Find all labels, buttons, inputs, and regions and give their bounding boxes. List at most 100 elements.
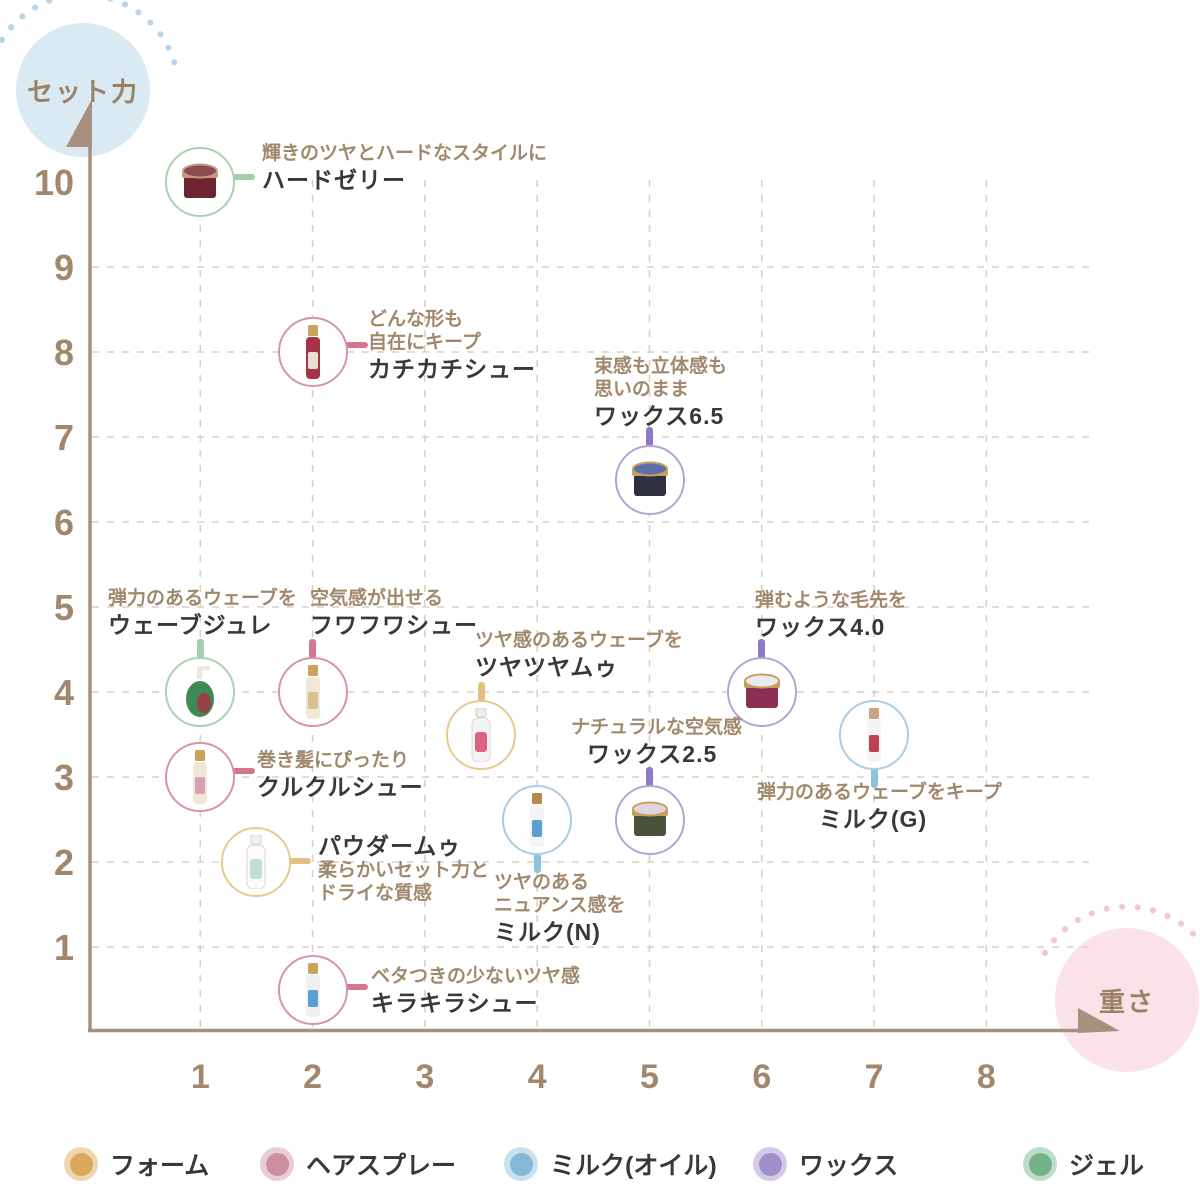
product-description: ドライな質感	[318, 883, 433, 904]
legend-item-gel: ジェル	[1023, 1146, 1144, 1182]
legend-dot-icon	[64, 1147, 98, 1181]
product-description: 自在にキープ	[368, 332, 481, 353]
connector-line	[288, 858, 312, 864]
product-description: ナチュラルな空気感	[571, 717, 743, 738]
product-marker-foam[interactable]	[221, 827, 292, 897]
product-marker-spray[interactable]	[165, 742, 236, 812]
product-marker-milk[interactable]	[502, 784, 573, 855]
product-name: ツヤツヤムゥ	[475, 654, 619, 680]
connector-line	[870, 767, 878, 788]
product-photo-icon	[867, 707, 882, 762]
legend-label: ジェル	[1069, 1152, 1145, 1180]
product-marker-wax[interactable]	[614, 784, 685, 855]
connector-line	[477, 681, 485, 702]
legend-label: ミルク(オイル)	[550, 1152, 717, 1180]
legend-item-foam: フォーム	[64, 1146, 209, 1182]
connector-line	[309, 639, 317, 659]
product-photo-icon	[305, 325, 320, 379]
legend-dot-icon	[260, 1147, 294, 1181]
product-photo-icon	[631, 801, 668, 836]
x-tick-2: 2	[303, 1058, 323, 1096]
product-marker-gel[interactable]	[165, 657, 236, 727]
connector-line	[232, 174, 256, 180]
legend-dot-icon	[504, 1147, 538, 1181]
product-name: クルクルシュー	[257, 774, 424, 800]
y-tick-2: 2	[53, 842, 74, 883]
product-marker-foam[interactable]	[446, 699, 517, 770]
product-description: 空気感が出せる	[310, 588, 444, 609]
connector-line	[533, 852, 541, 873]
product-label: ナチュラルな空気感ワックス2.5	[571, 716, 742, 767]
product-label: 輝きのツヤとハードなスタイルにハードゼリー	[262, 142, 547, 193]
product-marker-wax[interactable]	[614, 444, 685, 515]
y-tick-4: 4	[53, 672, 74, 713]
product-description: どんな形も	[368, 309, 464, 330]
y-tick-7: 7	[53, 417, 74, 458]
x-tick-6: 6	[752, 1058, 772, 1096]
product-label: ツヤのある ニュアンス感を ミルク(N)	[494, 871, 625, 945]
product-photo-icon	[530, 792, 545, 847]
y-tick-3: 3	[53, 757, 74, 798]
legend-label: フォーム	[110, 1152, 210, 1180]
product-description: 巻き髪にぴったり	[257, 750, 410, 771]
product-marker-gel[interactable]	[165, 147, 236, 217]
x-axis-label-bubble: 重さ	[1055, 928, 1199, 1072]
product-description: 弾力のあるウェーブをキープ	[757, 782, 1002, 803]
product-photo-icon	[193, 750, 208, 804]
connector-line	[646, 766, 653, 787]
connector-line	[232, 768, 256, 774]
product-description: 弾むような毛先を	[755, 590, 908, 611]
product-description: 弾力のあるウェーブを	[108, 588, 297, 609]
product-photo-icon	[631, 461, 668, 496]
legend-dot-inner	[509, 1152, 533, 1176]
product-description: ツヤのある	[494, 872, 590, 893]
product-marker-spray[interactable]	[277, 954, 348, 1025]
product-name: キラキラシュー	[371, 990, 539, 1016]
legend-dot-inner	[758, 1152, 782, 1176]
y-tick-9: 9	[53, 247, 74, 288]
x-tick-1: 1	[190, 1058, 210, 1096]
product-label: 巻き髪にぴったりクルクルシュー	[257, 749, 424, 800]
legend-label: ワックス	[799, 1152, 899, 1180]
product-name: ハードゼリー	[262, 167, 406, 193]
product-name: ワックス2.5	[587, 741, 718, 767]
x-tick-4: 4	[527, 1058, 547, 1096]
connector-line	[646, 426, 653, 447]
product-name: ミルク(G)	[818, 806, 928, 832]
product-name: カチカチシュー	[368, 356, 536, 382]
legend-dot-inner	[265, 1152, 289, 1176]
product-name: ワックス6.5	[594, 403, 725, 429]
x-axis-label: 重さ	[1098, 986, 1155, 1017]
product-marker-spray[interactable]	[277, 317, 348, 387]
product-label: ツヤ感のあるウェーブをツヤツヤムゥ	[475, 629, 683, 680]
legend-dot-icon	[1023, 1147, 1057, 1181]
product-name: ワックス4.0	[755, 614, 886, 640]
legend-dot-icon	[753, 1147, 787, 1181]
y-tick-5: 5	[53, 587, 74, 628]
product-photo-icon	[743, 673, 780, 708]
product-description: 輝きのツヤとハードなスタイルに	[262, 143, 548, 164]
x-tick-7: 7	[864, 1058, 884, 1096]
product-description: ツヤ感のあるウェーブを	[475, 630, 683, 651]
product-label: 弾力のあるウェーブをキープミルク(G)	[757, 781, 1002, 832]
product-label: どんな形も 自在にキープカチカチシュー	[368, 308, 536, 382]
product-label: パウダームゥ 柔らかいセット力と ドライな質感	[318, 831, 489, 905]
connector-line	[758, 639, 766, 659]
connector-line	[196, 639, 204, 659]
product-label: 弾力のあるウェーブを ウェーブジュレ	[108, 587, 297, 638]
product-photo-icon	[305, 962, 320, 1017]
x-axis-arrow-icon	[1078, 1008, 1120, 1033]
y-axis-arrow-icon	[66, 99, 92, 147]
product-description: ベタつきの少ないツヤ感	[371, 966, 581, 987]
legend-dot-inner	[1028, 1152, 1052, 1176]
y-tick-8: 8	[53, 332, 74, 373]
product-label: 束感も立体感も 思いのまま ワックス6.5	[594, 355, 727, 429]
product-marker-wax[interactable]	[726, 657, 797, 727]
legend-item-milk: ミルク(オイル)	[504, 1146, 717, 1182]
legend-item-wax: ワックス	[753, 1146, 898, 1182]
product-photo-icon	[246, 835, 266, 889]
dotted-arc-bottom-right	[1042, 903, 1200, 956]
product-marker-spray[interactable]	[277, 657, 348, 727]
product-marker-milk[interactable]	[839, 699, 910, 770]
legend-label: ヘアスプレー	[306, 1152, 457, 1180]
